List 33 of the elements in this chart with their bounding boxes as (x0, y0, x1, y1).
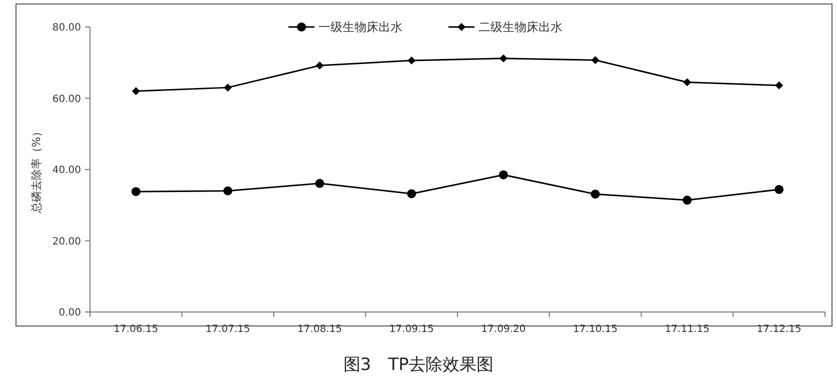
point (682, 196, 692, 205)
x-tick-label: 17.10.15 (573, 324, 618, 335)
y-tick-label: 20.00 (52, 236, 81, 248)
point (316, 61, 324, 70)
point (591, 56, 600, 64)
x-tick-label: 17.11.15 (664, 324, 710, 335)
x-tick-label: 17.07.15 (206, 324, 250, 335)
point (683, 78, 692, 86)
y-tick-label: 60.00 (52, 94, 81, 105)
legend-label: 二级生物床出水 (478, 20, 562, 34)
x-tick-label: 17.09.15 (389, 324, 434, 335)
y-tick-label: 0.00 (58, 308, 81, 318)
point (224, 84, 232, 92)
text: 图3 TP去除效果图 (343, 355, 494, 375)
point (132, 87, 140, 96)
x-tick-label: 17.08.15 (297, 324, 342, 335)
point (315, 178, 324, 188)
x-tick-label: 17.12.15 (756, 324, 802, 335)
point (407, 189, 416, 198)
point (498, 170, 508, 180)
point (775, 81, 784, 90)
y-tick-label: 40.00 (52, 165, 81, 176)
point (131, 187, 140, 196)
x-tick-label: 17.06.15 (114, 324, 158, 335)
y-tick-label: 80.00 (52, 22, 81, 34)
point (774, 184, 784, 194)
legend-label: 一级生物床出水 (318, 20, 402, 34)
x-tick-label: 17.09.20 (481, 324, 526, 335)
y-axis-title: 总磷去除率（%） (30, 126, 43, 214)
point (590, 190, 600, 199)
point (499, 54, 508, 62)
point (408, 56, 416, 64)
point (223, 186, 232, 196)
